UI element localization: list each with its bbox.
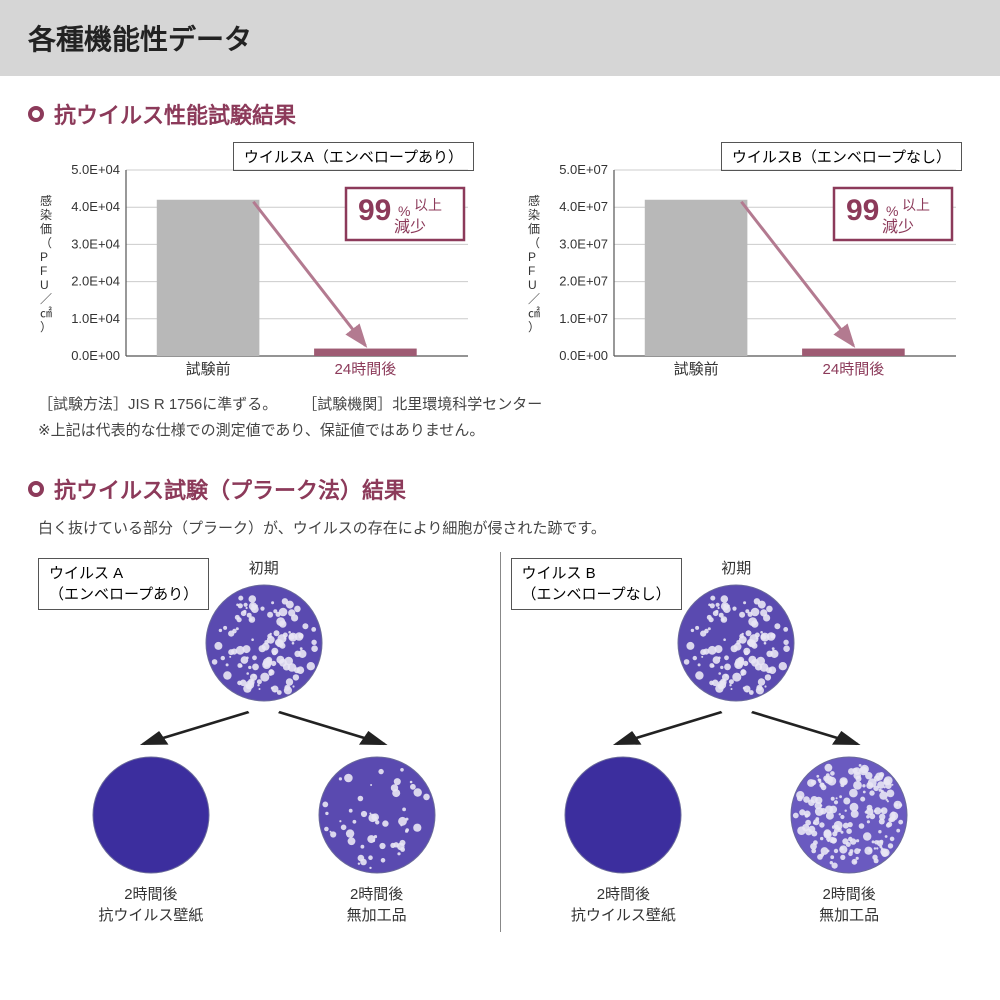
svg-text:%: % [886,203,898,219]
notes: ［試験方法］JIS R 1756に準ずる。 ［試験機関］北里環境科学センター ※… [38,392,972,443]
plaque-row: ウイルス A（エンベロープあり） 初期 2時間後抗ウイルス壁紙 2時間後無加工品… [28,552,972,932]
svg-text:1.0E+04: 1.0E+04 [71,311,120,326]
svg-text:以上: 以上 [414,197,442,213]
svg-text:24時間後: 24時間後 [335,361,397,378]
bar-chart: 0.0E+00 1.0E+07 2.0E+07 3.0E+07 4.0E+07 5.0E+… [516,142,966,382]
svg-text:㎠: ㎠ [40,306,52,320]
dish-caption: 2時間後無加工品 [789,884,909,926]
svg-text:試験前: 試験前 [186,361,231,378]
note-institution: ［試験機関］北里環境科学センター [302,396,542,413]
svg-text:3.0E+07: 3.0E+07 [559,236,608,251]
bar-chart: 0.0E+00 1.0E+04 2.0E+04 3.0E+04 4.0E+04 5.0E+… [28,142,478,382]
svg-text:（: （ [528,236,540,250]
plaque-label: ウイルス B（エンベロープなし） [511,558,682,610]
note-method: ［試験方法］JIS R 1756に準ずる。 [38,396,277,413]
svg-text:24時間後: 24時間後 [823,361,885,378]
section1-title-row: 抗ウイルス性能試験結果 [28,98,972,130]
plaque-label: ウイルス A（エンベロープあり） [38,558,209,610]
svg-text:染: 染 [528,207,540,222]
svg-text:感: 感 [40,193,52,208]
section2-title: 抗ウイルス試験（プラーク法）結果 [54,473,406,505]
section1-title: 抗ウイルス性能試験結果 [54,98,296,130]
bullet-icon [28,106,44,122]
dish-caption: 2時間後抗ウイルス壁紙 [563,884,683,926]
svg-text:感: 感 [528,193,540,208]
svg-text:以上: 以上 [902,197,930,213]
petri-dish [317,755,437,875]
svg-text:0.0E+00: 0.0E+00 [71,348,120,363]
petri-dish [563,755,683,875]
chart-title: ウイルスA（エンベロープあり） [233,142,474,171]
svg-text:99: 99 [846,194,879,227]
charts-row: ウイルスA（エンベロープあり） 0.0E+00 1.0E+04 2.0E+04 3.0E… [28,142,972,382]
svg-text:P: P [40,250,48,264]
svg-text:（: （ [40,236,52,250]
svg-text:0.0E+00: 0.0E+00 [559,348,608,363]
svg-text:㎠: ㎠ [528,306,540,320]
svg-text:減少: 減少 [882,218,914,236]
arrows [38,708,490,748]
svg-text:3.0E+04: 3.0E+04 [71,236,120,251]
svg-text:P: P [528,250,536,264]
svg-text:1.0E+07: 1.0E+07 [559,311,608,326]
svg-text:5.0E+04: 5.0E+04 [71,162,120,177]
chart-box: ウイルスA（エンベロープあり） 0.0E+00 1.0E+04 2.0E+04 3.0E… [28,142,484,382]
arrows [511,708,963,748]
plaque-description: 白く抜けている部分（プラーク）が、ウイルスの存在により細胞が侵された跡です。 [38,517,972,538]
svg-text:試験前: 試験前 [674,361,719,378]
plaque-panel: ウイルス B（エンベロープなし） 初期 2時間後抗ウイルス壁紙 2時間後無加工品 [501,552,973,932]
svg-text:4.0E+07: 4.0E+07 [559,199,608,214]
svg-text:%: % [398,203,410,219]
svg-text:F: F [40,264,47,278]
dish-caption: 2時間後抗ウイルス壁紙 [91,884,211,926]
svg-text:染: 染 [40,207,52,222]
dish-caption: 2時間後無加工品 [317,884,437,926]
petri-dish [204,583,324,703]
content: 抗ウイルス性能試験結果 ウイルスA（エンベロープあり） 0.0E+00 1.0E+0… [0,76,1000,954]
svg-text:U: U [40,278,49,292]
bullet-icon [28,481,44,497]
svg-text:）: ） [40,320,52,334]
petri-dish [676,583,796,703]
section2-title-row: 抗ウイルス試験（プラーク法）結果 [28,473,972,505]
svg-text:99: 99 [358,194,391,227]
chart-box: ウイルスB（エンベロープなし） 0.0E+00 1.0E+07 2.0E+07 3.0E… [516,142,972,382]
note-disclaimer: ※上記は代表的な仕様での測定値であり、保証値ではありません。 [38,422,484,439]
svg-text:）: ） [528,320,540,334]
header-bar: 各種機能性データ [0,0,1000,76]
svg-text:2.0E+07: 2.0E+07 [559,274,608,289]
page-title: 各種機能性データ [28,18,972,58]
svg-text:5.0E+07: 5.0E+07 [559,162,608,177]
svg-text:／: ／ [40,292,52,306]
svg-text:U: U [528,278,537,292]
svg-text:価: 価 [528,222,540,236]
petri-dish [789,755,909,875]
svg-text:価: 価 [40,222,52,236]
svg-text:2.0E+04: 2.0E+04 [71,274,120,289]
plaque-panel: ウイルス A（エンベロープあり） 初期 2時間後抗ウイルス壁紙 2時間後無加工品 [28,552,501,932]
svg-text:減少: 減少 [394,218,426,236]
chart-title: ウイルスB（エンベロープなし） [721,142,962,171]
svg-text:4.0E+04: 4.0E+04 [71,199,120,214]
petri-dish [91,755,211,875]
svg-text:F: F [528,264,535,278]
svg-text:／: ／ [528,292,540,306]
